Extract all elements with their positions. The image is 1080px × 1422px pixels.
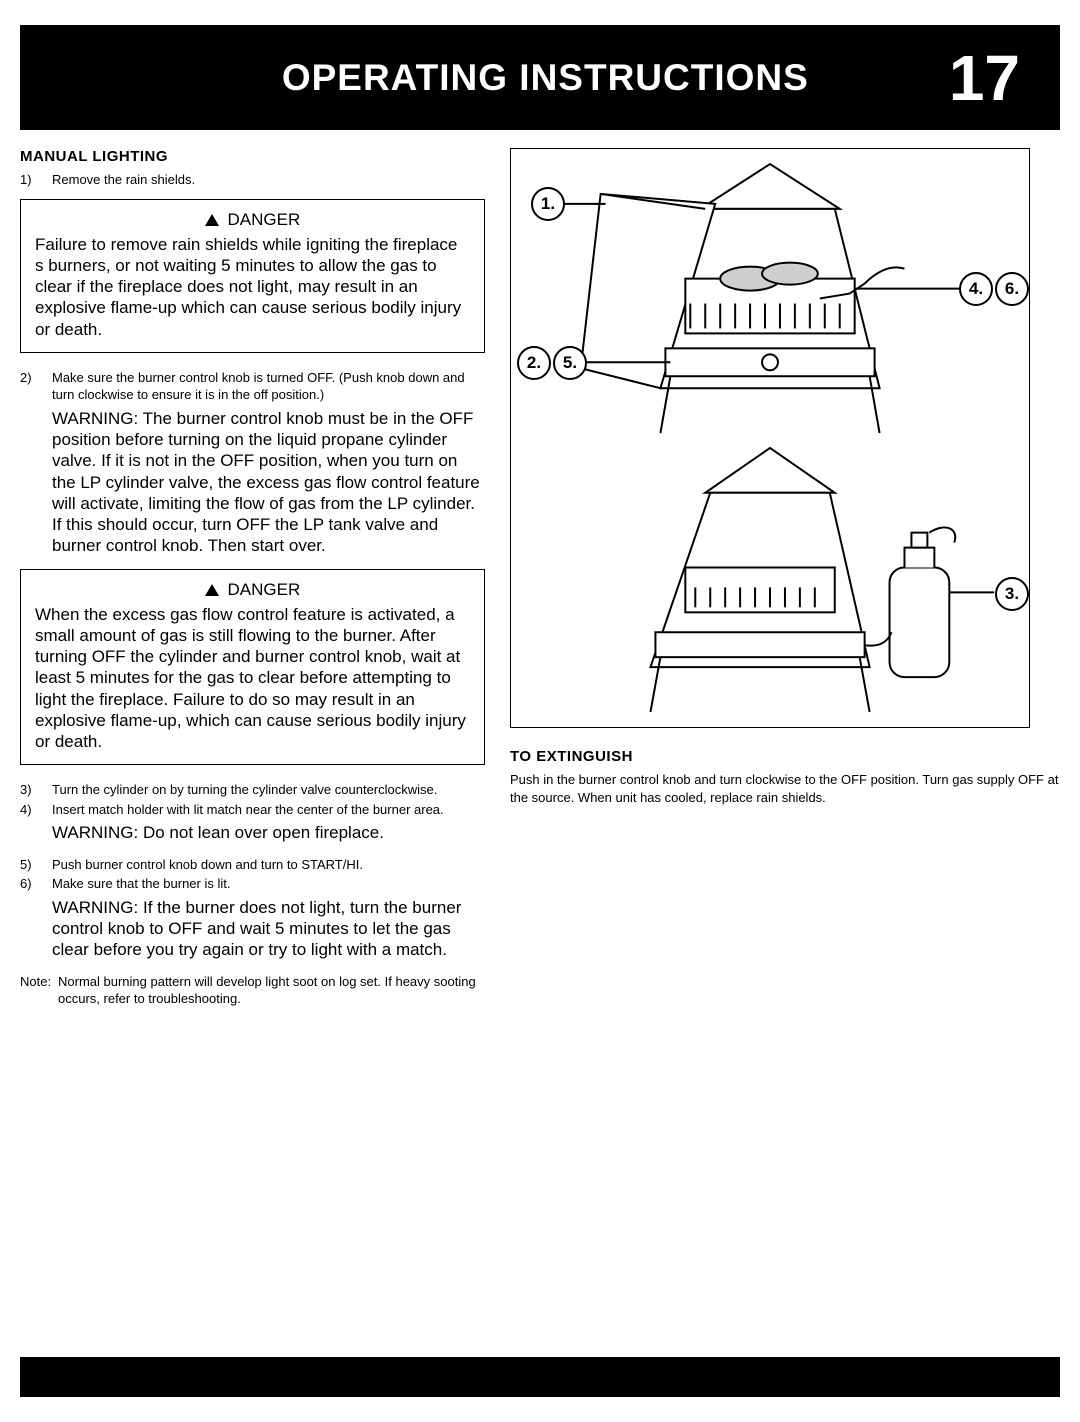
step-row: 1) Remove the rain shields. [20, 171, 485, 189]
warning-paragraph: WARNING: The burner control knob must be… [20, 408, 485, 557]
section-heading-extinguish: TO EXTINGUISH [510, 748, 1060, 765]
callout-3: 3. [995, 577, 1029, 611]
warning-paragraph: WARNING: Do not lean over open ﬁreplace. [20, 822, 485, 843]
step-row: 6) Make sure that the burner is lit. [20, 875, 485, 893]
step-row: 4) Insert match holder with lit match ne… [20, 801, 485, 819]
note-label: Note: [20, 973, 58, 1008]
step-number: 6) [20, 875, 52, 893]
footer-bar [20, 1357, 1060, 1397]
danger-body: Failure to remove rain shields while ign… [35, 234, 470, 340]
step-text: Push burner control knob down and turn t… [52, 856, 485, 874]
fireplace-diagram [511, 149, 1029, 727]
extinguish-text: Push in the burner control knob and turn… [510, 771, 1060, 806]
warning-paragraph: WARNING: If the burner does not light, t… [20, 897, 485, 961]
danger-label: DANGER [228, 210, 301, 229]
danger-box: DANGER Failure to remove rain shields wh… [20, 199, 485, 353]
left-column: MANUAL LIGHTING 1) Remove the rain shiel… [20, 148, 500, 1008]
danger-label: DANGER [228, 580, 301, 599]
danger-title: DANGER [35, 580, 470, 600]
step-number: 1) [20, 171, 52, 189]
danger-title: DANGER [35, 210, 470, 230]
danger-body: When the excess gas ﬂow control feature … [35, 604, 470, 753]
callout-2: 2. [517, 346, 551, 380]
step-text: Turn the cylinder on by turning the cyli… [52, 781, 485, 799]
page-title: OPERATING INSTRUCTIONS [282, 57, 809, 99]
step-text: Insert match holder with lit match near … [52, 801, 485, 819]
right-column: 1. 2. 5. 4. 6. 3. TO EXTINGUISH Push in … [500, 148, 1060, 1008]
step-text: Remove the rain shields. [52, 171, 485, 189]
section-heading-manual-lighting: MANUAL LIGHTING [20, 148, 485, 165]
step-number: 5) [20, 856, 52, 874]
note-text: Normal burning pattern will develop ligh… [58, 973, 485, 1008]
header-bar: OPERATING INSTRUCTIONS 17 [20, 25, 1060, 130]
step-number: 4) [20, 801, 52, 819]
diagram-frame: 1. 2. 5. 4. 6. 3. [510, 148, 1030, 728]
callout-4: 4. [959, 272, 993, 306]
step-number: 2) [20, 369, 52, 404]
note-row: Note: Normal burning pattern will develo… [20, 973, 485, 1008]
danger-box: DANGER When the excess gas ﬂow control f… [20, 569, 485, 766]
callout-1: 1. [531, 187, 565, 221]
step-row: 5) Push burner control knob down and tur… [20, 856, 485, 874]
callout-5: 5. [553, 346, 587, 380]
page-number: 17 [949, 46, 1020, 110]
step-row: 2) Make sure the burner control knob is … [20, 369, 485, 404]
step-text: Make sure the burner control knob is tur… [52, 369, 485, 404]
warning-triangle-icon [205, 214, 219, 226]
step-text: Make sure that the burner is lit. [52, 875, 485, 893]
step-row: 3) Turn the cylinder on by turning the c… [20, 781, 485, 799]
callout-6: 6. [995, 272, 1029, 306]
step-number: 3) [20, 781, 52, 799]
warning-triangle-icon [205, 584, 219, 596]
